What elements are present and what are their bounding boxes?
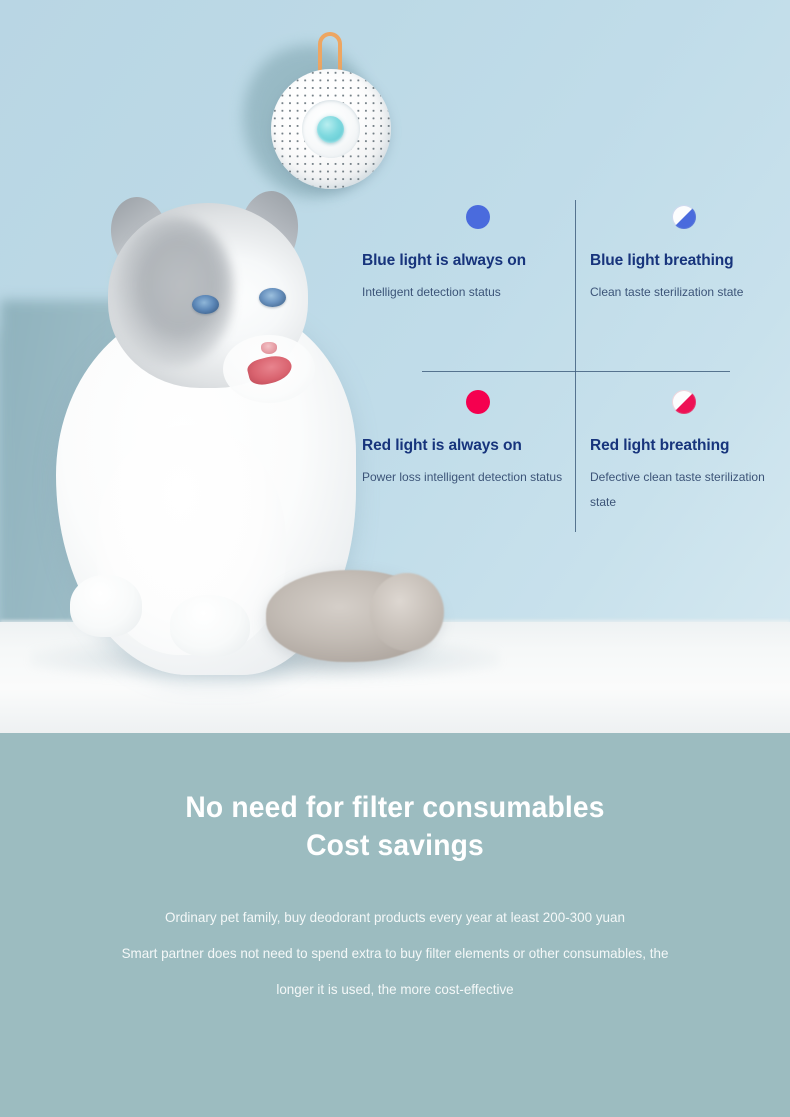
solid-red-circle-icon [466,390,490,414]
solid-blue-circle-icon [466,205,490,229]
ragdoll-cat-photo [18,175,458,675]
cat-eye-left [192,295,219,314]
status-subtitle: Intelligent detection status [362,285,501,299]
cat-paw-left [70,575,142,637]
grid-vertical-divider [575,200,576,532]
status-dot-wrap [590,205,785,251]
status-title: Red light is always on [362,437,522,454]
status-subtitle: Clean taste sterilization state [590,285,744,299]
status-quadrant-blue-solid: Blue light is always on Intelligent dete… [362,205,567,305]
cat-face-mask-marking [114,217,234,367]
cost-savings-banner: No need for filter consumables Cost savi… [0,733,790,1117]
status-title: Red light breathing [590,437,730,454]
grid-horizontal-divider [422,371,730,372]
status-dot-wrap [362,390,567,436]
banner-paragraph-line2: Smart partner does not need to spend ext… [121,945,669,961]
banner-paragraph-line1: Ordinary pet family, buy deodorant produ… [165,909,625,925]
banner-paragraph-line3: longer it is used, the more cost-effecti… [276,981,514,997]
status-quadrant-red-breathing: Red light breathing Defective clean tast… [590,390,785,515]
status-title: Blue light is always on [362,252,526,269]
pet-deodorizer-device [229,32,396,212]
status-subtitle: Power loss intelligent detection status [362,470,563,484]
banner-paragraph: Ordinary pet family, buy deodorant produ… [0,899,790,1007]
product-photo-scene: Blue light is always on Intelligent dete… [0,0,790,733]
status-quadrant-blue-breathing: Blue light breathing Clean taste sterili… [590,205,785,305]
cat-nose [261,342,277,354]
cat-tail-tip [370,573,444,651]
device-power-indicator-icon [317,116,344,143]
banner-headline: No need for filter consumables Cost savi… [24,733,767,865]
half-blue-circle-icon [672,205,696,229]
status-quadrant-red-solid: Red light is always on Power loss intell… [362,390,567,490]
cat-paw-right [170,595,250,657]
status-dot-wrap [362,205,567,251]
banner-headline-line2: Cost savings [306,829,484,862]
device-body [271,69,391,189]
led-status-grid: Blue light is always on Intelligent dete… [362,200,785,532]
half-red-circle-icon [672,390,696,414]
status-dot-wrap [590,390,785,436]
banner-headline-line1: No need for filter consumables [185,791,605,824]
status-title: Blue light breathing [590,252,734,269]
cat-eye-right [259,288,286,307]
status-subtitle: Defective clean taste sterilization stat… [590,470,765,509]
